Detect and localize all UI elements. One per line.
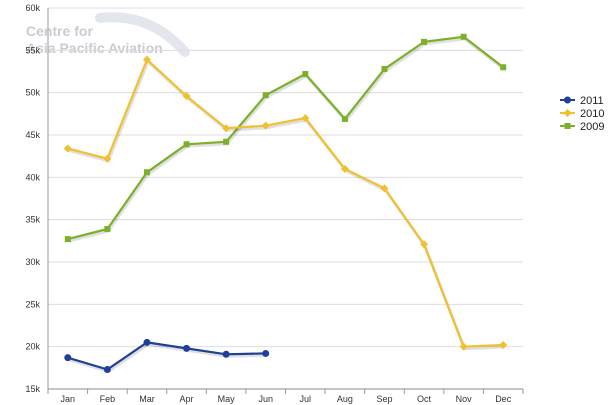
legend-marker — [564, 123, 571, 129]
data-point[interactable] — [103, 366, 111, 374]
y-tick-label: 50k — [25, 88, 40, 98]
x-tick-label: Oct — [417, 394, 432, 404]
data-point[interactable] — [261, 121, 270, 130]
data-point[interactable] — [142, 55, 151, 64]
data-point[interactable] — [459, 342, 468, 351]
legend-item-2009[interactable]: 2009 — [560, 121, 604, 133]
data-point[interactable] — [103, 154, 112, 163]
series-line-shadow — [68, 59, 505, 351]
data-point[interactable] — [381, 65, 388, 72]
data-point[interactable] — [499, 340, 508, 349]
y-axis-labels: 15k 20k 25k 30k 35k 40k 45k 50k 55k 60k — [25, 3, 40, 394]
series-line — [67, 341, 266, 371]
data-point[interactable] — [380, 184, 389, 193]
x-tick-label: Aug — [337, 394, 353, 404]
data-point[interactable] — [341, 115, 348, 122]
watermark-line-2: Asia Pacific Aviation — [26, 40, 163, 56]
x-tick-label: Dec — [495, 394, 512, 404]
legend-label: 2009 — [580, 121, 604, 133]
x-tick-label: Nov — [456, 394, 473, 404]
data-point[interactable] — [143, 169, 150, 176]
data-point[interactable] — [143, 338, 151, 346]
data-point[interactable] — [183, 344, 191, 352]
data-point[interactable] — [222, 350, 230, 358]
watermark-line-1: Centre for — [26, 23, 93, 39]
data-point[interactable] — [500, 64, 507, 71]
y-tick-label: 45k — [25, 130, 40, 140]
legend-item-2011[interactable]: 2011 — [560, 95, 604, 107]
series-line-shadow — [68, 37, 506, 243]
data-point[interactable] — [421, 38, 428, 45]
data-point[interactable] — [104, 225, 111, 232]
legend-label: 2011 — [580, 95, 604, 107]
y-tick-label: 30k — [25, 257, 40, 267]
y-tick-label: 60k — [25, 3, 40, 13]
x-tick-label: May — [218, 394, 236, 404]
data-point[interactable] — [460, 33, 467, 40]
x-tick-label: Jan — [61, 394, 76, 404]
data-point[interactable] — [182, 92, 191, 101]
y-tick-label: 40k — [25, 172, 40, 182]
data-point[interactable] — [183, 141, 190, 148]
legend-marker — [563, 109, 572, 117]
y-tick-label: 20k — [25, 342, 40, 352]
x-tick-label: Apr — [180, 394, 194, 404]
legend-label: 2010 — [580, 108, 604, 120]
data-point[interactable] — [222, 124, 231, 133]
data-point[interactable] — [223, 138, 230, 145]
legend-marker — [564, 96, 571, 104]
x-tick-label: Sep — [376, 394, 392, 404]
data-point[interactable] — [420, 240, 429, 249]
legend-item-2010[interactable]: 2010 — [560, 108, 604, 120]
series-2010 — [63, 55, 508, 351]
series-line — [67, 58, 504, 348]
data-point[interactable] — [262, 349, 270, 357]
data-point[interactable] — [64, 236, 71, 243]
y-tick-label: 15k — [25, 384, 40, 394]
y-tick-label: 25k — [25, 299, 40, 309]
y-tick-label: 35k — [25, 215, 40, 225]
y-gridlines — [48, 7, 523, 390]
data-point[interactable] — [63, 144, 72, 153]
data-point[interactable] — [64, 354, 72, 362]
x-axis: Jan Feb Mar Apr May Jun Jul Aug Sep Oct Nov Dec — [47, 8, 524, 404]
series-line — [67, 35, 504, 241]
series-layer — [63, 33, 508, 374]
series-line-shadow — [68, 342, 267, 374]
series-2011 — [64, 338, 270, 374]
x-tick-label: Jul — [300, 394, 312, 404]
data-point[interactable] — [262, 92, 269, 99]
data-point[interactable] — [302, 71, 309, 78]
watermark-logo: Centre for Asia Pacific Aviation — [26, 12, 190, 57]
data-point[interactable] — [340, 164, 349, 173]
x-tick-label: Feb — [100, 394, 116, 404]
series-2009 — [64, 33, 507, 243]
y-tick-label: 55k — [25, 45, 40, 55]
x-tick-label: Jun — [258, 394, 273, 404]
x-tick-label: Mar — [139, 394, 155, 404]
data-point[interactable] — [301, 114, 310, 123]
